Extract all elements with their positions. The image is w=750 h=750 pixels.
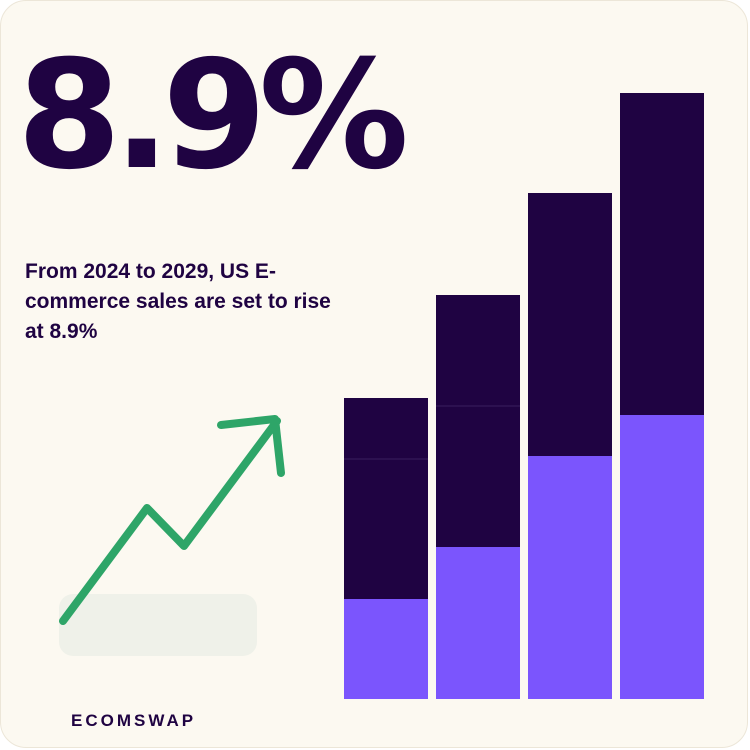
brand-logo: ECOMSWAP [71, 711, 197, 730]
headline-stat: 8.9% [17, 29, 409, 203]
trend-up-arrow-icon [59, 415, 285, 625]
bar-3-segment-2 [528, 193, 612, 456]
blank-pill [59, 594, 257, 656]
bar-1-segment-1 [344, 599, 428, 699]
bar-2-segment-3 [436, 295, 520, 406]
bar-4-segment-2 [620, 93, 704, 415]
bar-2-segment-2 [436, 406, 520, 547]
bar-1-segment-3 [344, 398, 428, 459]
bar-1-segment-2 [344, 459, 428, 599]
description-text: From 2024 to 2029, US E-commerce sales a… [25, 260, 331, 343]
bar-chart [344, 93, 704, 699]
bar-4-segment-1 [620, 415, 704, 699]
bar-3-segment-1 [528, 456, 612, 699]
bar-2-segment-1 [436, 547, 520, 699]
